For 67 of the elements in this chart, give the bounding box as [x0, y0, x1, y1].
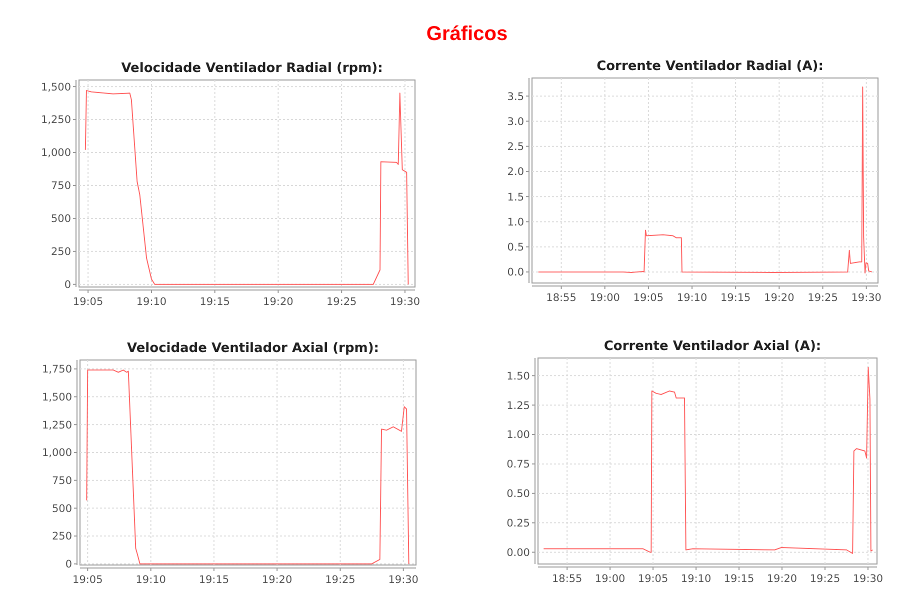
chart-title: Corrente Ventilador Radial (A):	[596, 59, 824, 74]
x-tick-label: 19:15	[724, 573, 754, 585]
x-tick-label: 19:30	[852, 573, 884, 585]
x-tick-label: 19:15	[200, 296, 230, 308]
y-tick-label: 3.0	[507, 116, 524, 128]
x-tick-label: 19:00	[590, 292, 620, 304]
y-tick-label: 0.00	[506, 546, 530, 559]
y-tick-label: 1,500	[42, 391, 72, 404]
chart-title: Velocidade Ventilador Axial (rpm):	[127, 341, 379, 356]
y-tick-label: 0.5	[507, 242, 524, 254]
x-tick-label: 19:25	[808, 292, 838, 304]
y-tick-label: 750	[52, 475, 72, 487]
y-tick-label: 750	[50, 180, 71, 192]
y-tick-label: 1,250	[42, 419, 72, 432]
x-tick-label: 18:55	[552, 573, 582, 585]
x-tick-label: 18:55	[546, 292, 576, 304]
chart-title: Velocidade Ventilador Radial (rpm):	[121, 61, 383, 76]
y-tick-label: 0.50	[506, 488, 530, 500]
x-tick-label: 19:05	[638, 573, 668, 585]
y-tick-label: 1.25	[506, 400, 530, 412]
line-series	[86, 370, 410, 564]
x-tick-label: 19:10	[680, 573, 712, 585]
x-tick-label: 19:05	[72, 296, 104, 308]
y-tick-label: 0.0	[507, 266, 524, 279]
x-tick-label: 19:20	[764, 292, 794, 304]
x-tick-label: 19:20	[262, 574, 292, 586]
y-tick-label: 3.5	[507, 90, 524, 103]
y-tick-label: 1.5	[507, 191, 524, 204]
x-tick-label: 19:30	[390, 296, 420, 308]
y-tick-label: 0.25	[506, 517, 530, 530]
x-tick-label: 19:05	[633, 292, 664, 304]
y-tick-label: 1.0	[507, 216, 524, 228]
y-tick-label: 1,000	[40, 147, 71, 160]
x-tick-label: 19:20	[766, 573, 798, 585]
y-tick-label: 1,750	[42, 364, 72, 376]
x-tick-label: 19:05	[72, 574, 103, 586]
y-tick-label: 1,250	[40, 114, 71, 126]
y-tick-label: 1.00	[506, 429, 530, 442]
chart-title: Corrente Ventilador Axial (A):	[604, 339, 822, 354]
x-tick-label: 19:10	[136, 574, 166, 586]
y-tick-label: 250	[50, 246, 71, 258]
y-tick-label: 1,500	[40, 81, 71, 94]
line-series	[543, 366, 874, 554]
y-tick-label: 500	[50, 213, 71, 226]
x-tick-label: 19:20	[263, 296, 294, 308]
y-tick-label: 1,000	[42, 447, 72, 460]
x-tick-label: 19:25	[325, 574, 356, 586]
x-tick-label: 19:10	[136, 296, 167, 308]
line-series	[84, 90, 409, 285]
x-tick-label: 19:15	[720, 292, 751, 304]
x-tick-label: 19:25	[810, 573, 840, 585]
x-tick-label: 19:30	[851, 292, 882, 304]
x-tick-label: 19:25	[326, 296, 357, 308]
x-tick-label: 19:10	[676, 292, 708, 304]
y-tick-label: 250	[52, 530, 72, 543]
line-series	[538, 86, 872, 274]
y-tick-label: 2.0	[507, 166, 524, 178]
x-tick-label: 19:00	[594, 573, 626, 585]
x-tick-label: 19:15	[198, 574, 230, 586]
y-tick-label: 1.50	[506, 370, 530, 382]
y-tick-label: 0.75	[506, 458, 530, 471]
text: Gráficos	[426, 23, 508, 45]
y-tick-label: 500	[52, 502, 72, 515]
y-tick-label: 0	[65, 558, 72, 571]
y-tick-label: 0	[64, 279, 71, 292]
y-tick-label: 2.5	[507, 141, 524, 154]
x-tick-label: 19:30	[388, 574, 418, 586]
